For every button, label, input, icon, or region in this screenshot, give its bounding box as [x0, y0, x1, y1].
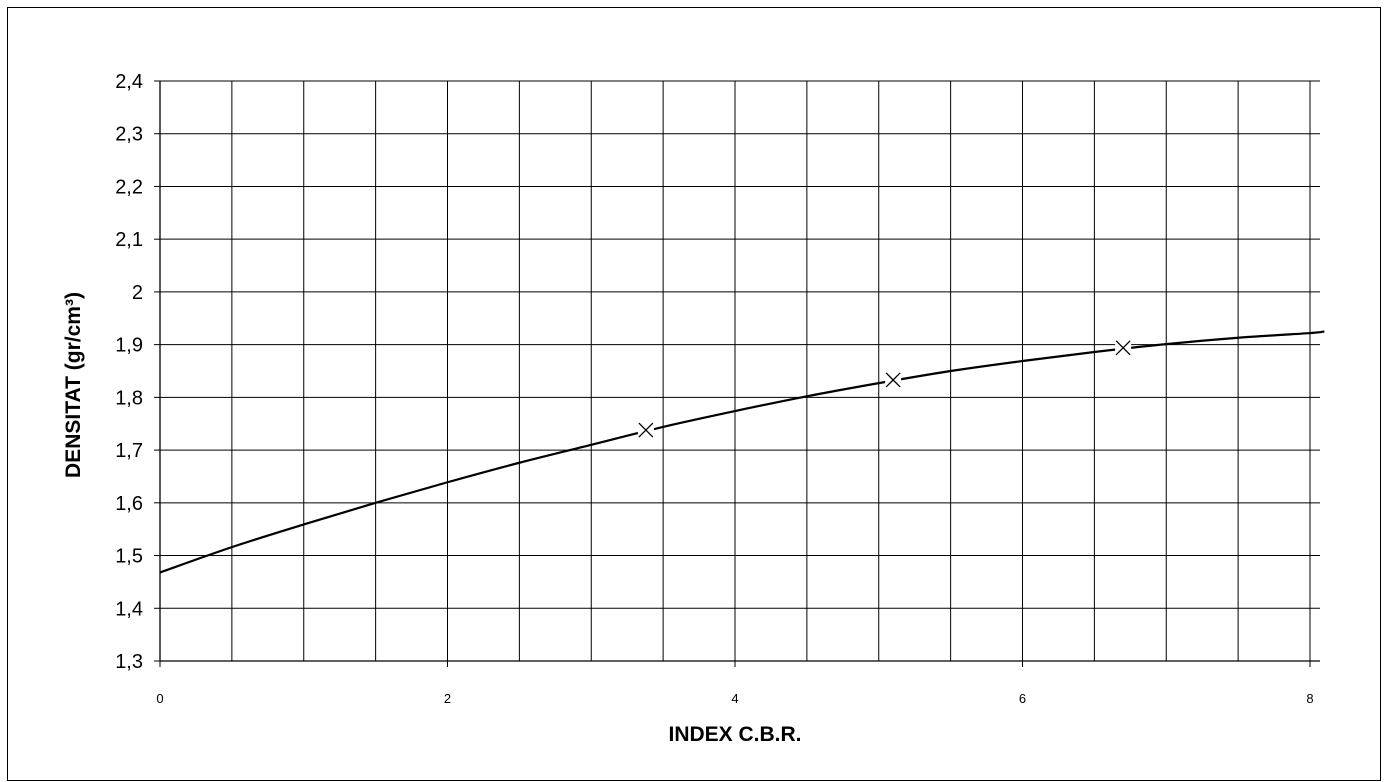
x-axis-title: INDEX C.B.R.	[668, 723, 801, 746]
axes	[154, 80, 1320, 667]
x-tick-labels: 0 2 4 6 8	[156, 691, 1313, 706]
y-tick-label: 2,1	[115, 229, 143, 251]
y-tick-label: 1,3	[115, 651, 143, 673]
data-point-stroke	[885, 372, 901, 388]
chart-frame	[7, 7, 1381, 781]
series-line	[159, 330, 1325, 574]
x-tick-label: 0	[156, 691, 163, 706]
y-tick-label: 1,6	[115, 493, 143, 515]
data-point-stroke	[638, 422, 654, 438]
x-tick-label: 6	[1019, 691, 1026, 706]
y-tick-label: 1,7	[115, 440, 143, 462]
y-tick-label: 2	[132, 282, 143, 304]
x-tick-label: 2	[444, 691, 451, 706]
y-axis-title: DENSITAT (gr/cm³)	[62, 292, 85, 478]
data-point	[637, 422, 654, 439]
y-tick-label: 2,2	[115, 176, 143, 198]
x-tick-label: 8	[1306, 691, 1313, 706]
y-tick-labels: 1,3 1,4 1,5 1,6 1,7 1,8 1,9 2 2,1 2,2 2,3 2,4	[115, 71, 143, 673]
y-tick-label: 1,9	[115, 335, 143, 357]
y-tick-label: 1,5	[115, 546, 143, 568]
series	[159, 330, 1325, 574]
y-tick-label: 1,8	[115, 387, 143, 409]
x-tick-label: 4	[731, 691, 738, 706]
data-point-stroke	[1115, 340, 1131, 356]
y-tick-label: 2,3	[115, 124, 143, 146]
data-point	[1115, 339, 1132, 356]
y-tick-label: 2,4	[115, 71, 143, 93]
data-point	[885, 371, 902, 388]
y-tick-label: 1,4	[115, 598, 143, 620]
grid	[160, 80, 1320, 662]
